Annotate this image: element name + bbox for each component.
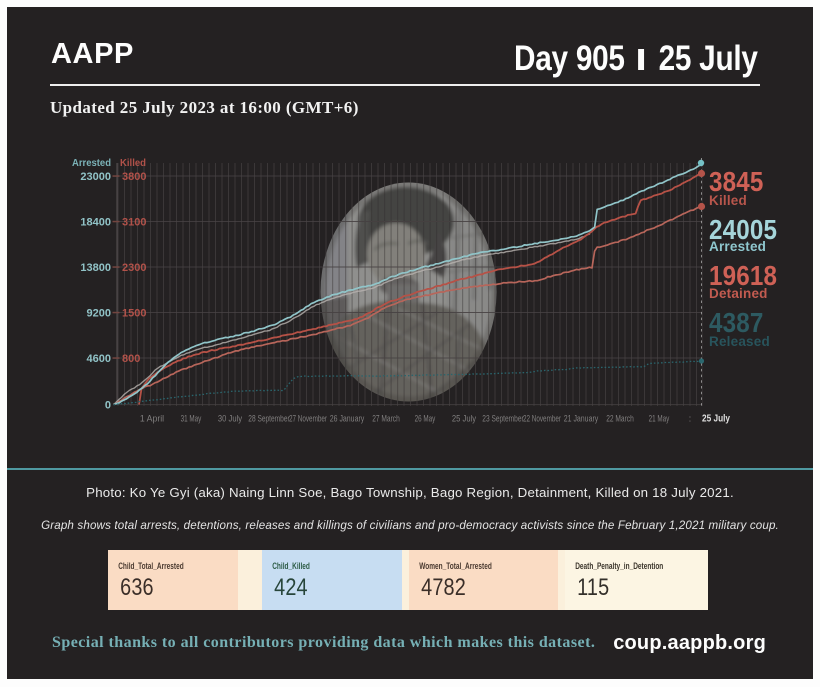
svg-text:23 September: 23 September [482,414,524,425]
svg-text:27 March: 27 March [372,414,400,425]
svg-text:13800: 13800 [80,262,111,274]
svg-text:2300: 2300 [122,262,146,274]
svg-text:27 November: 27 November [289,414,328,425]
svg-text:23000: 23000 [80,171,111,183]
svg-text:26 January: 26 January [330,414,365,425]
svg-text:21 January: 21 January [564,414,599,425]
svg-text:1 April: 1 April [140,414,164,425]
svg-text:22 November: 22 November [523,414,562,425]
svg-text:9200: 9200 [87,308,111,320]
svg-text:21 May: 21 May [649,414,670,425]
svg-text:31 May: 31 May [181,414,202,425]
svg-text:Arrested: Arrested [72,158,111,169]
svg-text:3100: 3100 [122,217,146,229]
svg-text:30 July: 30 July [218,414,242,425]
svg-text::: : [689,414,692,425]
svg-text:28 September: 28 September [248,414,290,425]
svg-text:0: 0 [105,400,111,412]
svg-text:3800: 3800 [122,171,146,183]
svg-text:22 March: 22 March [606,414,634,425]
svg-text:1500: 1500 [122,308,146,320]
svg-text:18400: 18400 [80,217,111,229]
svg-text:25 July: 25 July [452,414,476,425]
svg-text:4600: 4600 [87,353,111,365]
svg-text:25 July: 25 July [702,414,730,425]
svg-text:800: 800 [122,353,140,365]
svg-text:Killed: Killed [120,158,146,169]
svg-text:26 May: 26 May [415,414,436,425]
